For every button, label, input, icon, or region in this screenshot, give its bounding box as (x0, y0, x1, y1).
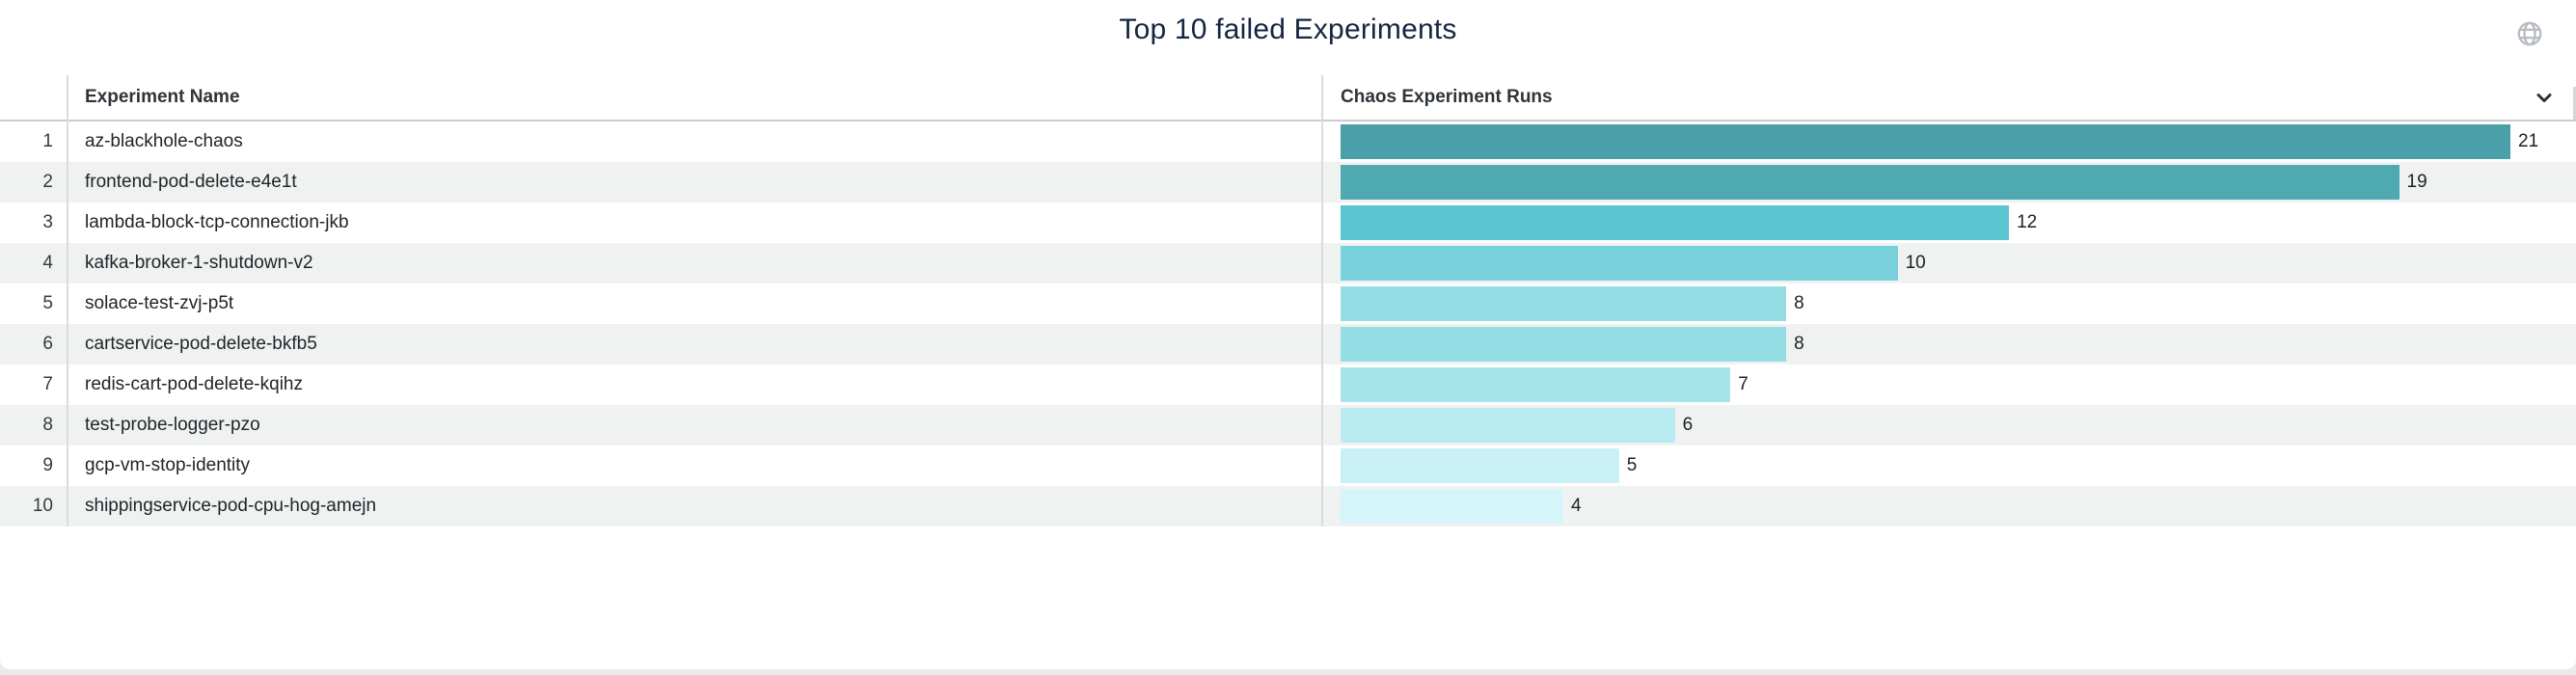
table-row[interactable]: 9 gcp-vm-stop-identity 5 (0, 446, 2576, 486)
bar-table: Experiment Name Chaos Experiment Runs 1 a… (0, 75, 2576, 526)
row-rank: 4 (42, 253, 53, 273)
run-bar-cell: 12 (1323, 202, 2576, 243)
row-rank: 5 (42, 293, 53, 313)
run-bar[interactable] (1341, 408, 1675, 443)
table-body: 1 az-blackhole-chaos 21 2 frontend-pod-delet… (0, 122, 2576, 526)
row-rank: 8 (42, 415, 53, 435)
run-bar-cell: 7 (1323, 364, 2576, 405)
row-experiment-name: test-probe-logger-pzo (85, 415, 260, 435)
table-row[interactable]: 7 redis-cart-pod-delete-kqihz 7 (0, 364, 2576, 405)
row-experiment-name: az-blackhole-chaos (85, 131, 243, 151)
row-experiment-name: gcp-vm-stop-identity (85, 455, 251, 475)
run-bar[interactable] (1341, 165, 2400, 200)
row-rank: 2 (42, 172, 53, 192)
run-value: 6 (1682, 415, 1694, 435)
row-rank: 9 (42, 455, 53, 475)
run-value: 7 (1738, 374, 1749, 394)
run-value: 12 (2017, 212, 2038, 232)
row-experiment-name: solace-test-zvj-p5t (85, 293, 234, 313)
run-value: 8 (1794, 293, 1804, 313)
run-bar[interactable] (1341, 367, 1731, 402)
row-experiment-name: kafka-broker-1-shutdown-v2 (85, 253, 313, 273)
table-row[interactable]: 5 solace-test-zvj-p5t 8 (0, 284, 2576, 324)
run-bar-cell: 10 (1323, 243, 2576, 284)
table-header-row: Experiment Name Chaos Experiment Runs (0, 75, 2576, 122)
run-value: 10 (1905, 253, 1926, 273)
row-rank: 3 (42, 212, 53, 232)
run-bar-cell: 19 (1323, 162, 2576, 202)
run-bar[interactable] (1341, 124, 2510, 159)
globe-icon (2515, 19, 2544, 48)
table-row[interactable]: 10 shippingservice-pod-cpu-hog-amejn 4 (0, 486, 2576, 526)
chevron-down-icon[interactable] (2533, 86, 2556, 109)
table-row[interactable]: 4 kafka-broker-1-shutdown-v2 10 (0, 243, 2576, 284)
run-value: 21 (2518, 131, 2539, 151)
column-header-experiment-name[interactable]: Experiment Name (85, 87, 240, 107)
run-value: 5 (1626, 455, 1638, 475)
run-bar[interactable] (1341, 286, 1787, 321)
scrollbar[interactable] (2573, 87, 2576, 120)
run-bar-cell: 6 (1323, 405, 2576, 446)
run-bar[interactable] (1341, 246, 1898, 281)
page-title: Top 10 failed Experiments (1119, 14, 1457, 45)
table-row[interactable]: 3 lambda-block-tcp-connection-jkb 12 (0, 202, 2576, 243)
run-bar-cell: 8 (1323, 284, 2576, 324)
run-bar[interactable] (1341, 448, 1619, 483)
row-experiment-name: redis-cart-pod-delete-kqihz (85, 374, 303, 394)
row-experiment-name: shippingservice-pod-cpu-hog-amejn (85, 496, 377, 516)
run-bar-cell: 21 (1323, 122, 2576, 162)
run-bar[interactable] (1341, 205, 2010, 240)
row-rank: 6 (42, 334, 53, 354)
row-experiment-name: frontend-pod-delete-e4e1t (85, 172, 297, 192)
run-value: 4 (1571, 496, 1582, 516)
row-experiment-name: cartservice-pod-delete-bkfb5 (85, 334, 317, 354)
row-experiment-name: lambda-block-tcp-connection-jkb (85, 212, 349, 232)
run-value: 8 (1794, 334, 1804, 354)
run-bar-cell: 5 (1323, 446, 2576, 486)
row-rank: 1 (42, 131, 53, 151)
run-bar-cell: 8 (1323, 324, 2576, 364)
run-bar[interactable] (1341, 327, 1787, 362)
column-header-chaos-experiment-runs[interactable]: Chaos Experiment Runs (1341, 87, 1553, 107)
table-row[interactable]: 1 az-blackhole-chaos 21 (0, 122, 2576, 162)
table-row[interactable]: 8 test-probe-logger-pzo 6 (0, 405, 2576, 446)
run-value: 19 (2406, 172, 2427, 192)
row-rank: 10 (32, 496, 53, 516)
row-rank: 7 (42, 374, 53, 394)
table-row[interactable]: 2 frontend-pod-delete-e4e1t 19 (0, 162, 2576, 202)
run-bar-cell: 4 (1323, 486, 2576, 526)
run-bar[interactable] (1341, 489, 1563, 524)
table-row[interactable]: 6 cartservice-pod-delete-bkfb5 8 (0, 324, 2576, 364)
